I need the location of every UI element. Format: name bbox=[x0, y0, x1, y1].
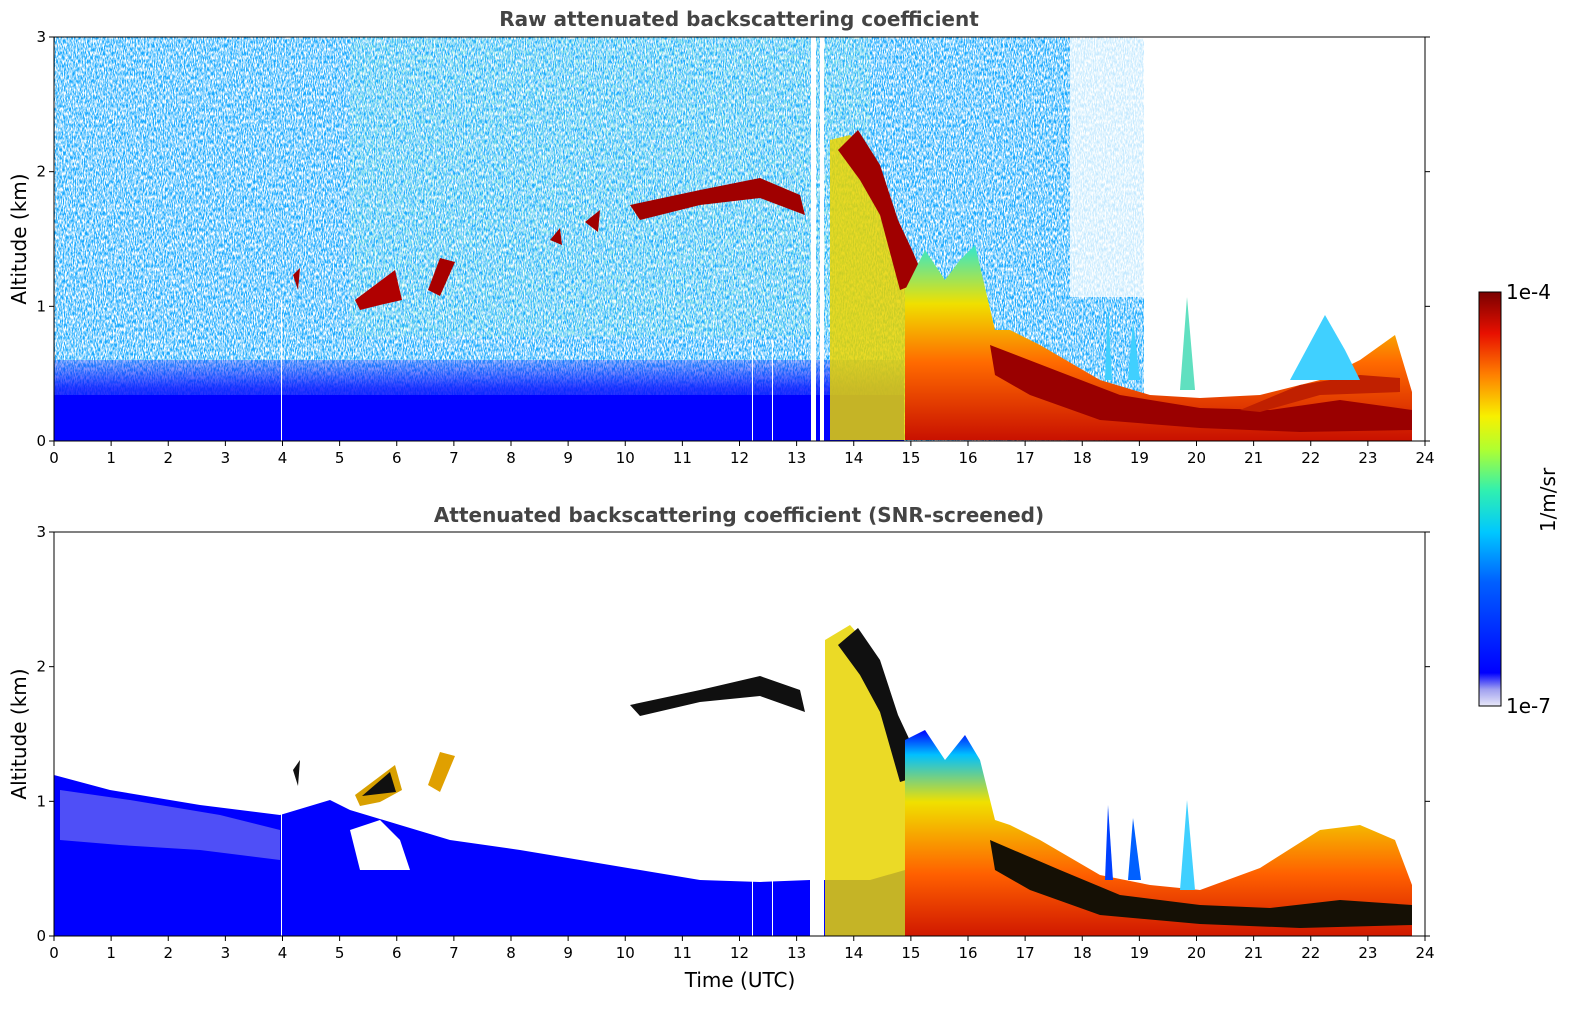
x-tick-label: 20 bbox=[1187, 449, 1206, 467]
x-tick-label: 14 bbox=[844, 944, 863, 962]
x-tick-label: 22 bbox=[1301, 944, 1320, 962]
x-tick-label: 20 bbox=[1187, 944, 1206, 962]
x-tick-label: 17 bbox=[1016, 449, 1035, 467]
x-tick-label: 0 bbox=[49, 944, 59, 962]
x-tick-label: 5 bbox=[335, 944, 345, 962]
x-tick-label: 10 bbox=[616, 944, 635, 962]
x-tick-label: 3 bbox=[221, 449, 231, 467]
x-tick-label: 7 bbox=[449, 944, 459, 962]
x-tick-label: 14 bbox=[844, 449, 863, 467]
x-tick-label: 19 bbox=[1130, 449, 1149, 467]
x-tick-label: 8 bbox=[506, 449, 516, 467]
bottom-x-axis: 0 1 2 3 4 5 6 7 8 9 10 11 12 13 14 15 16 17 18 19 20 21 22 23 24 bbox=[49, 936, 1435, 962]
x-tick-label: 3 bbox=[221, 944, 231, 962]
y-tick-label: 0 bbox=[36, 927, 46, 945]
x-tick-label: 24 bbox=[1415, 449, 1434, 467]
x-tick-label: 16 bbox=[958, 944, 977, 962]
x-tick-label: 5 bbox=[335, 449, 345, 467]
x-tick-label: 9 bbox=[563, 449, 573, 467]
x-tick-label: 16 bbox=[958, 449, 977, 467]
colorbar-max-label: 1e-4 bbox=[1506, 280, 1551, 304]
colorbar-min-label: 1e-7 bbox=[1506, 694, 1551, 718]
x-tick-label: 4 bbox=[278, 449, 288, 467]
y-tick-label: 1 bbox=[36, 792, 46, 810]
x-tick-label: 23 bbox=[1358, 944, 1377, 962]
x-tick-label: 6 bbox=[392, 449, 402, 467]
y-tick-label: 2 bbox=[36, 163, 46, 181]
x-tick-label: 15 bbox=[901, 944, 920, 962]
top-y-axis-label: Altitude (km) bbox=[7, 173, 31, 304]
x-tick-label: 11 bbox=[673, 449, 692, 467]
x-tick-label: 22 bbox=[1301, 449, 1320, 467]
x-tick-label: 0 bbox=[49, 449, 59, 467]
x-tick-label: 12 bbox=[730, 944, 749, 962]
colorbar: 1e-4 1e-7 1/m/sr bbox=[1478, 280, 1560, 718]
x-tick-label: 11 bbox=[673, 944, 692, 962]
bottom-x-axis-label: Time (UTC) bbox=[684, 968, 796, 992]
x-tick-label: 1 bbox=[106, 449, 116, 467]
colorbar-unit-label: 1/m/sr bbox=[1536, 467, 1560, 532]
x-tick-label: 24 bbox=[1415, 944, 1434, 962]
x-tick-label: 9 bbox=[563, 944, 573, 962]
x-tick-label: 2 bbox=[163, 944, 173, 962]
x-tick-label: 21 bbox=[1244, 944, 1263, 962]
x-tick-label: 19 bbox=[1130, 944, 1149, 962]
x-tick-label: 23 bbox=[1358, 449, 1377, 467]
y-tick-label: 3 bbox=[36, 28, 46, 46]
x-tick-label: 13 bbox=[787, 944, 806, 962]
top-heatmap bbox=[54, 37, 1425, 441]
x-tick-label: 7 bbox=[449, 449, 459, 467]
top-y-axis: 0 1 2 3 bbox=[36, 28, 1430, 450]
colorbar-gradient bbox=[1478, 291, 1502, 707]
x-tick-label: 4 bbox=[278, 944, 288, 962]
x-tick-label: 18 bbox=[1073, 449, 1092, 467]
bottom-heatmap bbox=[54, 532, 1425, 936]
bottom-y-axis-label: Altitude (km) bbox=[7, 668, 31, 799]
x-tick-label: 2 bbox=[163, 449, 173, 467]
y-tick-label: 2 bbox=[36, 658, 46, 676]
bottom-y-axis: 0 1 2 3 bbox=[36, 523, 1430, 945]
x-tick-label: 21 bbox=[1244, 449, 1263, 467]
x-tick-label: 10 bbox=[616, 449, 635, 467]
x-tick-label: 6 bbox=[392, 944, 402, 962]
top-x-axis: 0 1 2 3 4 5 6 7 8 9 10 11 12 13 14 15 16 17 18 19 20 21 22 23 24 bbox=[49, 441, 1435, 467]
top-panel-title: Raw attenuated backscattering coefficien… bbox=[499, 7, 979, 31]
x-tick-label: 8 bbox=[506, 944, 516, 962]
x-tick-label: 17 bbox=[1016, 944, 1035, 962]
y-tick-label: 3 bbox=[36, 523, 46, 541]
x-tick-label: 18 bbox=[1073, 944, 1092, 962]
top-panel: Raw attenuated backscattering coefficien… bbox=[7, 7, 1435, 467]
x-tick-label: 15 bbox=[901, 449, 920, 467]
x-tick-label: 13 bbox=[787, 449, 806, 467]
y-tick-label: 0 bbox=[36, 432, 46, 450]
x-tick-label: 12 bbox=[730, 449, 749, 467]
bottom-panel: Attenuated backscattering coefficient (S… bbox=[7, 503, 1435, 992]
y-tick-label: 1 bbox=[36, 297, 46, 315]
x-tick-label: 1 bbox=[106, 944, 116, 962]
bottom-panel-title: Attenuated backscattering coefficient (S… bbox=[434, 503, 1044, 527]
